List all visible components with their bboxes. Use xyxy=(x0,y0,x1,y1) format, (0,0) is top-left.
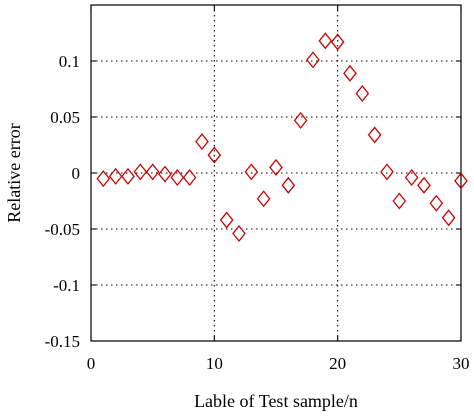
data-point-5 xyxy=(145,163,160,181)
data-point-29 xyxy=(441,209,456,227)
data-point-18 xyxy=(306,51,320,69)
data-point-20 xyxy=(330,33,345,51)
data-point-3 xyxy=(121,167,135,185)
y-axis-label: Relative error xyxy=(4,123,24,222)
data-point-6 xyxy=(158,165,172,183)
data-point-7 xyxy=(170,168,185,187)
data-points xyxy=(96,32,468,243)
y-tick-labels: -0.15 -0.1 -0.05 0 0.05 0.1 xyxy=(45,52,80,351)
data-point-1 xyxy=(96,170,111,188)
x-tick-label: 20 xyxy=(329,354,346,373)
y-tick-label: -0.15 xyxy=(45,332,80,351)
y-tick-label: -0.1 xyxy=(53,276,80,295)
x-tick-label: 10 xyxy=(206,354,223,373)
x-tick-label: 0 xyxy=(87,354,96,373)
data-point-2 xyxy=(108,167,123,185)
data-point-9 xyxy=(195,133,209,151)
y-tick-label: 0 xyxy=(72,164,81,183)
data-point-15 xyxy=(269,158,283,176)
data-point-25 xyxy=(392,192,407,210)
data-point-10 xyxy=(207,146,222,164)
y-tick-label: -0.05 xyxy=(45,220,80,239)
data-point-8 xyxy=(182,168,197,187)
data-point-27 xyxy=(417,176,431,194)
data-point-4 xyxy=(133,163,148,181)
data-point-17 xyxy=(293,111,308,129)
data-point-16 xyxy=(281,176,296,194)
y-tick-label: 0.1 xyxy=(59,52,80,71)
data-point-23 xyxy=(367,126,382,144)
data-point-11 xyxy=(219,211,234,229)
data-point-19 xyxy=(318,32,333,50)
data-point-24 xyxy=(380,163,394,181)
data-point-28 xyxy=(429,194,444,212)
data-point-21 xyxy=(343,64,357,82)
data-point-13 xyxy=(244,163,259,181)
data-point-12 xyxy=(232,224,246,243)
data-point-30 xyxy=(454,172,468,190)
grid-lines xyxy=(91,5,461,341)
x-axis-label: Lable of Test sample/n xyxy=(194,391,358,411)
data-point-26 xyxy=(404,168,419,187)
x-tick-labels: 0 10 20 30 xyxy=(87,354,470,373)
x-tick-label: 30 xyxy=(453,354,470,373)
data-point-14 xyxy=(256,190,271,208)
data-point-22 xyxy=(355,84,370,103)
y-tick-label: 0.05 xyxy=(50,108,80,127)
